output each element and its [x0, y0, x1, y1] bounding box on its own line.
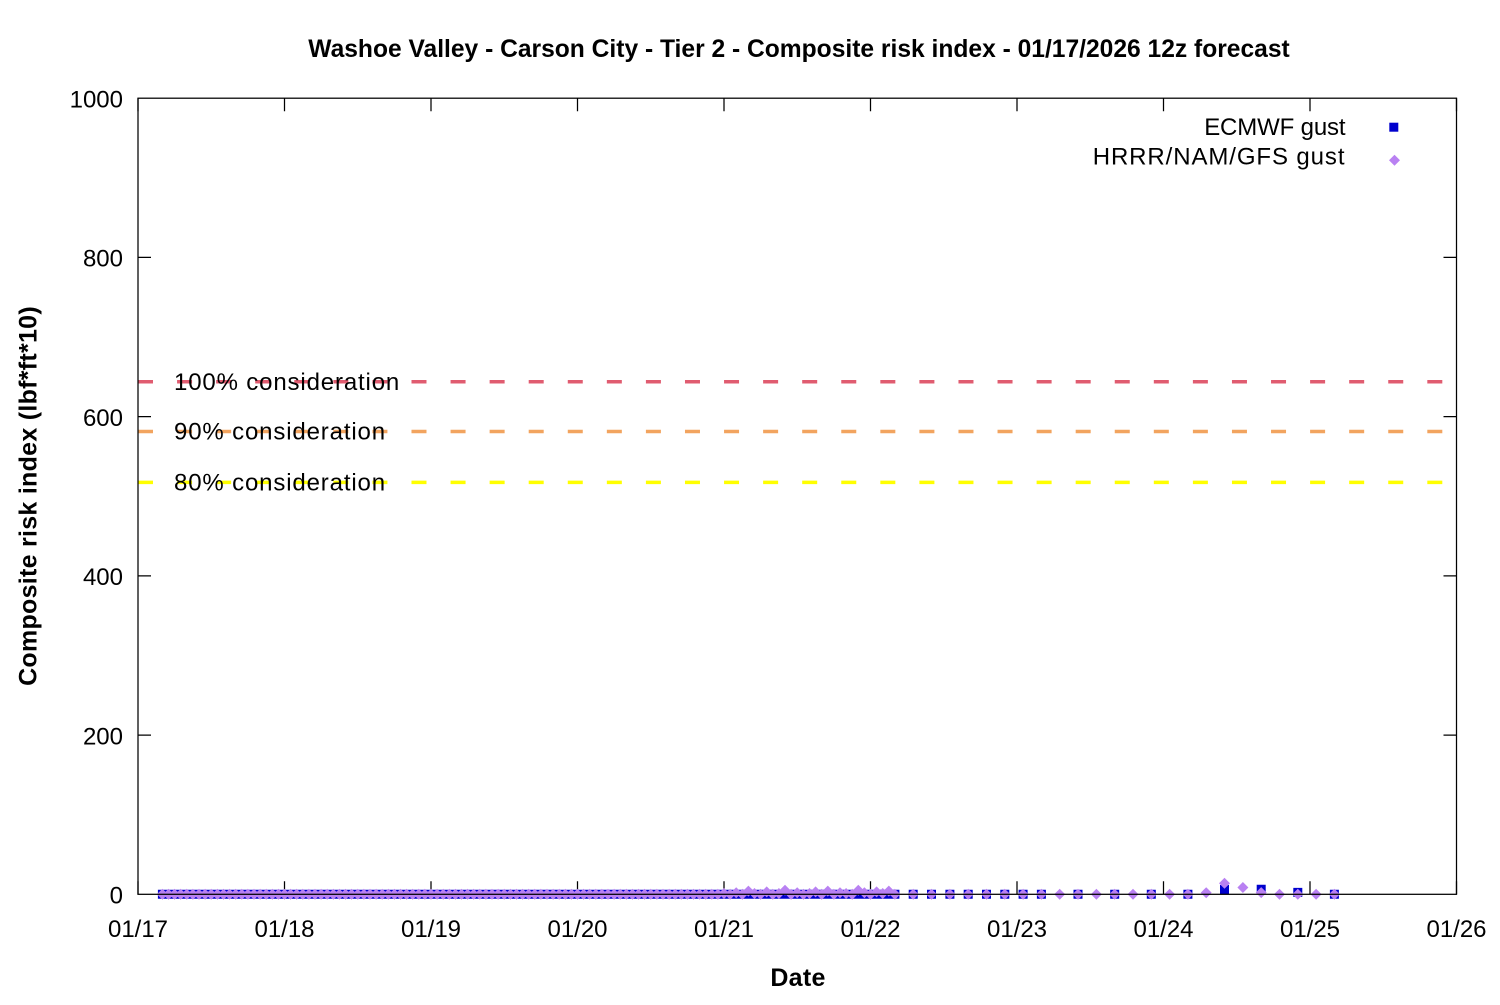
- svg-text:01/19: 01/19: [401, 916, 461, 943]
- svg-text:200: 200: [83, 723, 123, 750]
- svg-text:01/25: 01/25: [1280, 916, 1340, 943]
- svg-text:Date: Date: [770, 964, 825, 992]
- svg-text:01/23: 01/23: [987, 916, 1047, 943]
- svg-text:01/21: 01/21: [694, 916, 754, 943]
- svg-text:01/17: 01/17: [108, 916, 168, 943]
- svg-text:600: 600: [83, 405, 123, 432]
- svg-text:Composite risk index (lbf*ft*1: Composite risk index (lbf*ft*10): [15, 306, 43, 686]
- svg-text:01/20: 01/20: [547, 916, 607, 943]
- svg-text:1000: 1000: [70, 87, 123, 114]
- svg-text:90% consideration: 90% consideration: [174, 419, 386, 446]
- svg-text:HRRR/NAM/GFS gust: HRRR/NAM/GFS gust: [1093, 144, 1346, 171]
- svg-text:800: 800: [83, 246, 123, 273]
- svg-text:01/24: 01/24: [1133, 916, 1193, 943]
- svg-text:ECMWF gust: ECMWF gust: [1204, 114, 1346, 141]
- svg-text:01/18: 01/18: [254, 916, 314, 943]
- svg-text:Washoe Valley - Carson City -: Washoe Valley - Carson City - Tier 2 - C…: [308, 36, 1289, 63]
- svg-text:100% consideration: 100% consideration: [174, 369, 400, 396]
- svg-text:80% consideration: 80% consideration: [174, 469, 386, 496]
- svg-text:01/22: 01/22: [840, 916, 900, 943]
- svg-text:0: 0: [110, 883, 123, 910]
- svg-text:01/26: 01/26: [1426, 916, 1486, 943]
- svg-text:400: 400: [83, 564, 123, 591]
